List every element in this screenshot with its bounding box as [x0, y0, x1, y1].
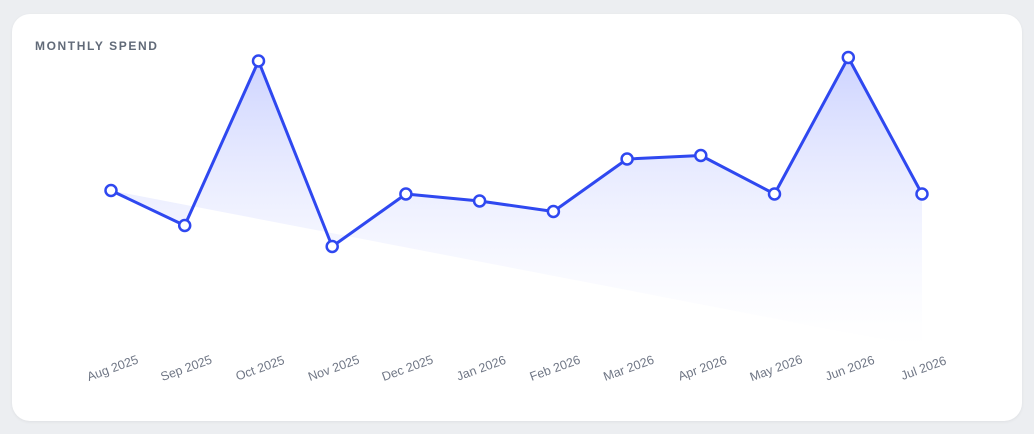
x-tick-label: Jun 2026: [823, 353, 876, 384]
data-point-mar-2026[interactable]: [620, 152, 634, 166]
x-tick-label: Aug 2025: [85, 352, 140, 383]
x-tick-label: Apr 2026: [676, 353, 729, 384]
data-point-aug-2025[interactable]: [104, 183, 118, 198]
chart-title: MONTHLY SPEND: [35, 39, 159, 53]
series-area-fill: [111, 57, 922, 347]
x-tick-label: May 2026: [748, 352, 804, 384]
data-point-feb-2026[interactable]: [546, 204, 561, 219]
data-point-dec-2025[interactable]: [399, 187, 413, 201]
data-point-apr-2026[interactable]: [694, 148, 708, 163]
x-tick-label: Nov 2025: [306, 352, 361, 383]
data-point-layer: [104, 50, 929, 254]
x-tick-label: Feb 2026: [528, 353, 582, 384]
x-tick-label: Oct 2025: [234, 353, 287, 384]
series-line: [109, 56, 924, 248]
x-tick-label: Sep 2025: [159, 352, 214, 383]
data-point-nov-2025[interactable]: [325, 239, 339, 254]
area-fill-layer: [111, 57, 922, 347]
data-point-jan-2026[interactable]: [472, 194, 487, 208]
series-line-layer: [109, 56, 924, 248]
data-point-jul-2026[interactable]: [915, 187, 929, 201]
x-tick-label: Jul 2026: [899, 354, 948, 383]
x-tick-label: Mar 2026: [602, 353, 656, 384]
data-point-sep-2025[interactable]: [177, 218, 192, 233]
data-point-oct-2025[interactable]: [251, 54, 266, 68]
data-point-may-2026[interactable]: [767, 187, 782, 201]
x-axis-ticks: Aug 2025 Sep 2025 Oct 2025 Nov 2025 Dec 2025…: [85, 352, 948, 384]
data-point-jun-2026[interactable]: [841, 50, 856, 65]
x-tick-label: Jan 2026: [455, 353, 508, 384]
x-tick-label: Dec 2025: [380, 352, 435, 383]
